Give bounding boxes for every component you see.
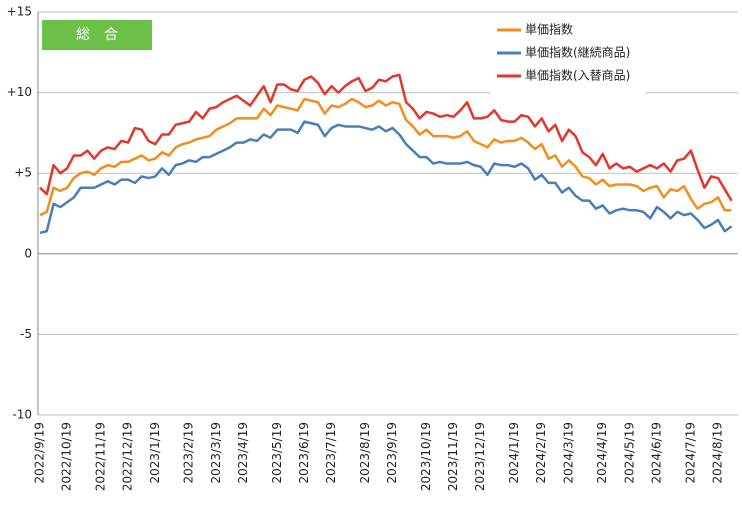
x-tick-label: 2024/1/19 — [507, 422, 521, 484]
x-tick-label: 2024/5/19 — [622, 422, 636, 484]
x-tick-label: 2022/10/19 — [60, 422, 74, 491]
x-tick-label: 2023/1/19 — [148, 422, 162, 484]
x-tick-label: 2023/11/19 — [446, 422, 460, 491]
x-tick-label: 2024/8/19 — [711, 422, 725, 484]
legend-label: 単価指数 — [525, 22, 573, 37]
x-tick-label: 2023/7/19 — [324, 422, 338, 484]
series-line — [39, 120, 733, 235]
x-tick-label: 2024/2/19 — [534, 422, 548, 484]
x-tick-label: 2023/9/19 — [385, 422, 399, 484]
x-tick-label: 2022/11/19 — [94, 422, 108, 491]
x-tick-label: 2023/5/19 — [270, 422, 284, 484]
x-tick-label: 2024/7/19 — [683, 422, 697, 484]
y-tick-label: +15 — [7, 5, 32, 19]
x-tick-label: 2022/9/19 — [33, 422, 47, 484]
legend-label: 単価指数(継続商品) — [525, 45, 630, 60]
x-tick-label: 2023/6/19 — [297, 422, 311, 484]
x-tick-label: 2023/12/19 — [473, 422, 487, 491]
x-tick-label: 2024/6/19 — [649, 422, 663, 484]
y-tick-label: 0 — [24, 246, 32, 260]
y-tick-label: +10 — [7, 85, 32, 99]
x-labels: 2022/9/19 2022/10/19 2022/11/19 2022/12/19 2… — [33, 422, 725, 491]
grid: -10 -5 0 +5 +10 +15 — [7, 5, 738, 422]
x-tick-label: 2023/3/19 — [209, 422, 223, 484]
lines — [39, 73, 733, 235]
legend-label: 単価指数(入替商品) — [525, 68, 630, 83]
y-tick-label: -5 — [20, 327, 32, 341]
x-tick-label: 2024/4/19 — [595, 422, 609, 484]
title-box — [42, 20, 152, 50]
y-tick-label: +5 — [14, 166, 32, 180]
x-tick-label: 2024/3/19 — [561, 422, 575, 484]
legend-background — [490, 14, 646, 96]
y-tick-label: -10 — [12, 408, 32, 422]
x-tick-label: 2023/8/19 — [358, 422, 372, 484]
chart-title: 総 合 — [76, 27, 118, 43]
series-line — [39, 97, 732, 217]
x-tick-label: 2023/2/19 — [182, 422, 196, 484]
x-tick-label: 2022/12/19 — [121, 422, 135, 491]
series-line — [39, 73, 733, 202]
x-tick-label: 2023/4/19 — [236, 422, 250, 484]
x-tick-label: 2023/10/19 — [419, 422, 433, 491]
